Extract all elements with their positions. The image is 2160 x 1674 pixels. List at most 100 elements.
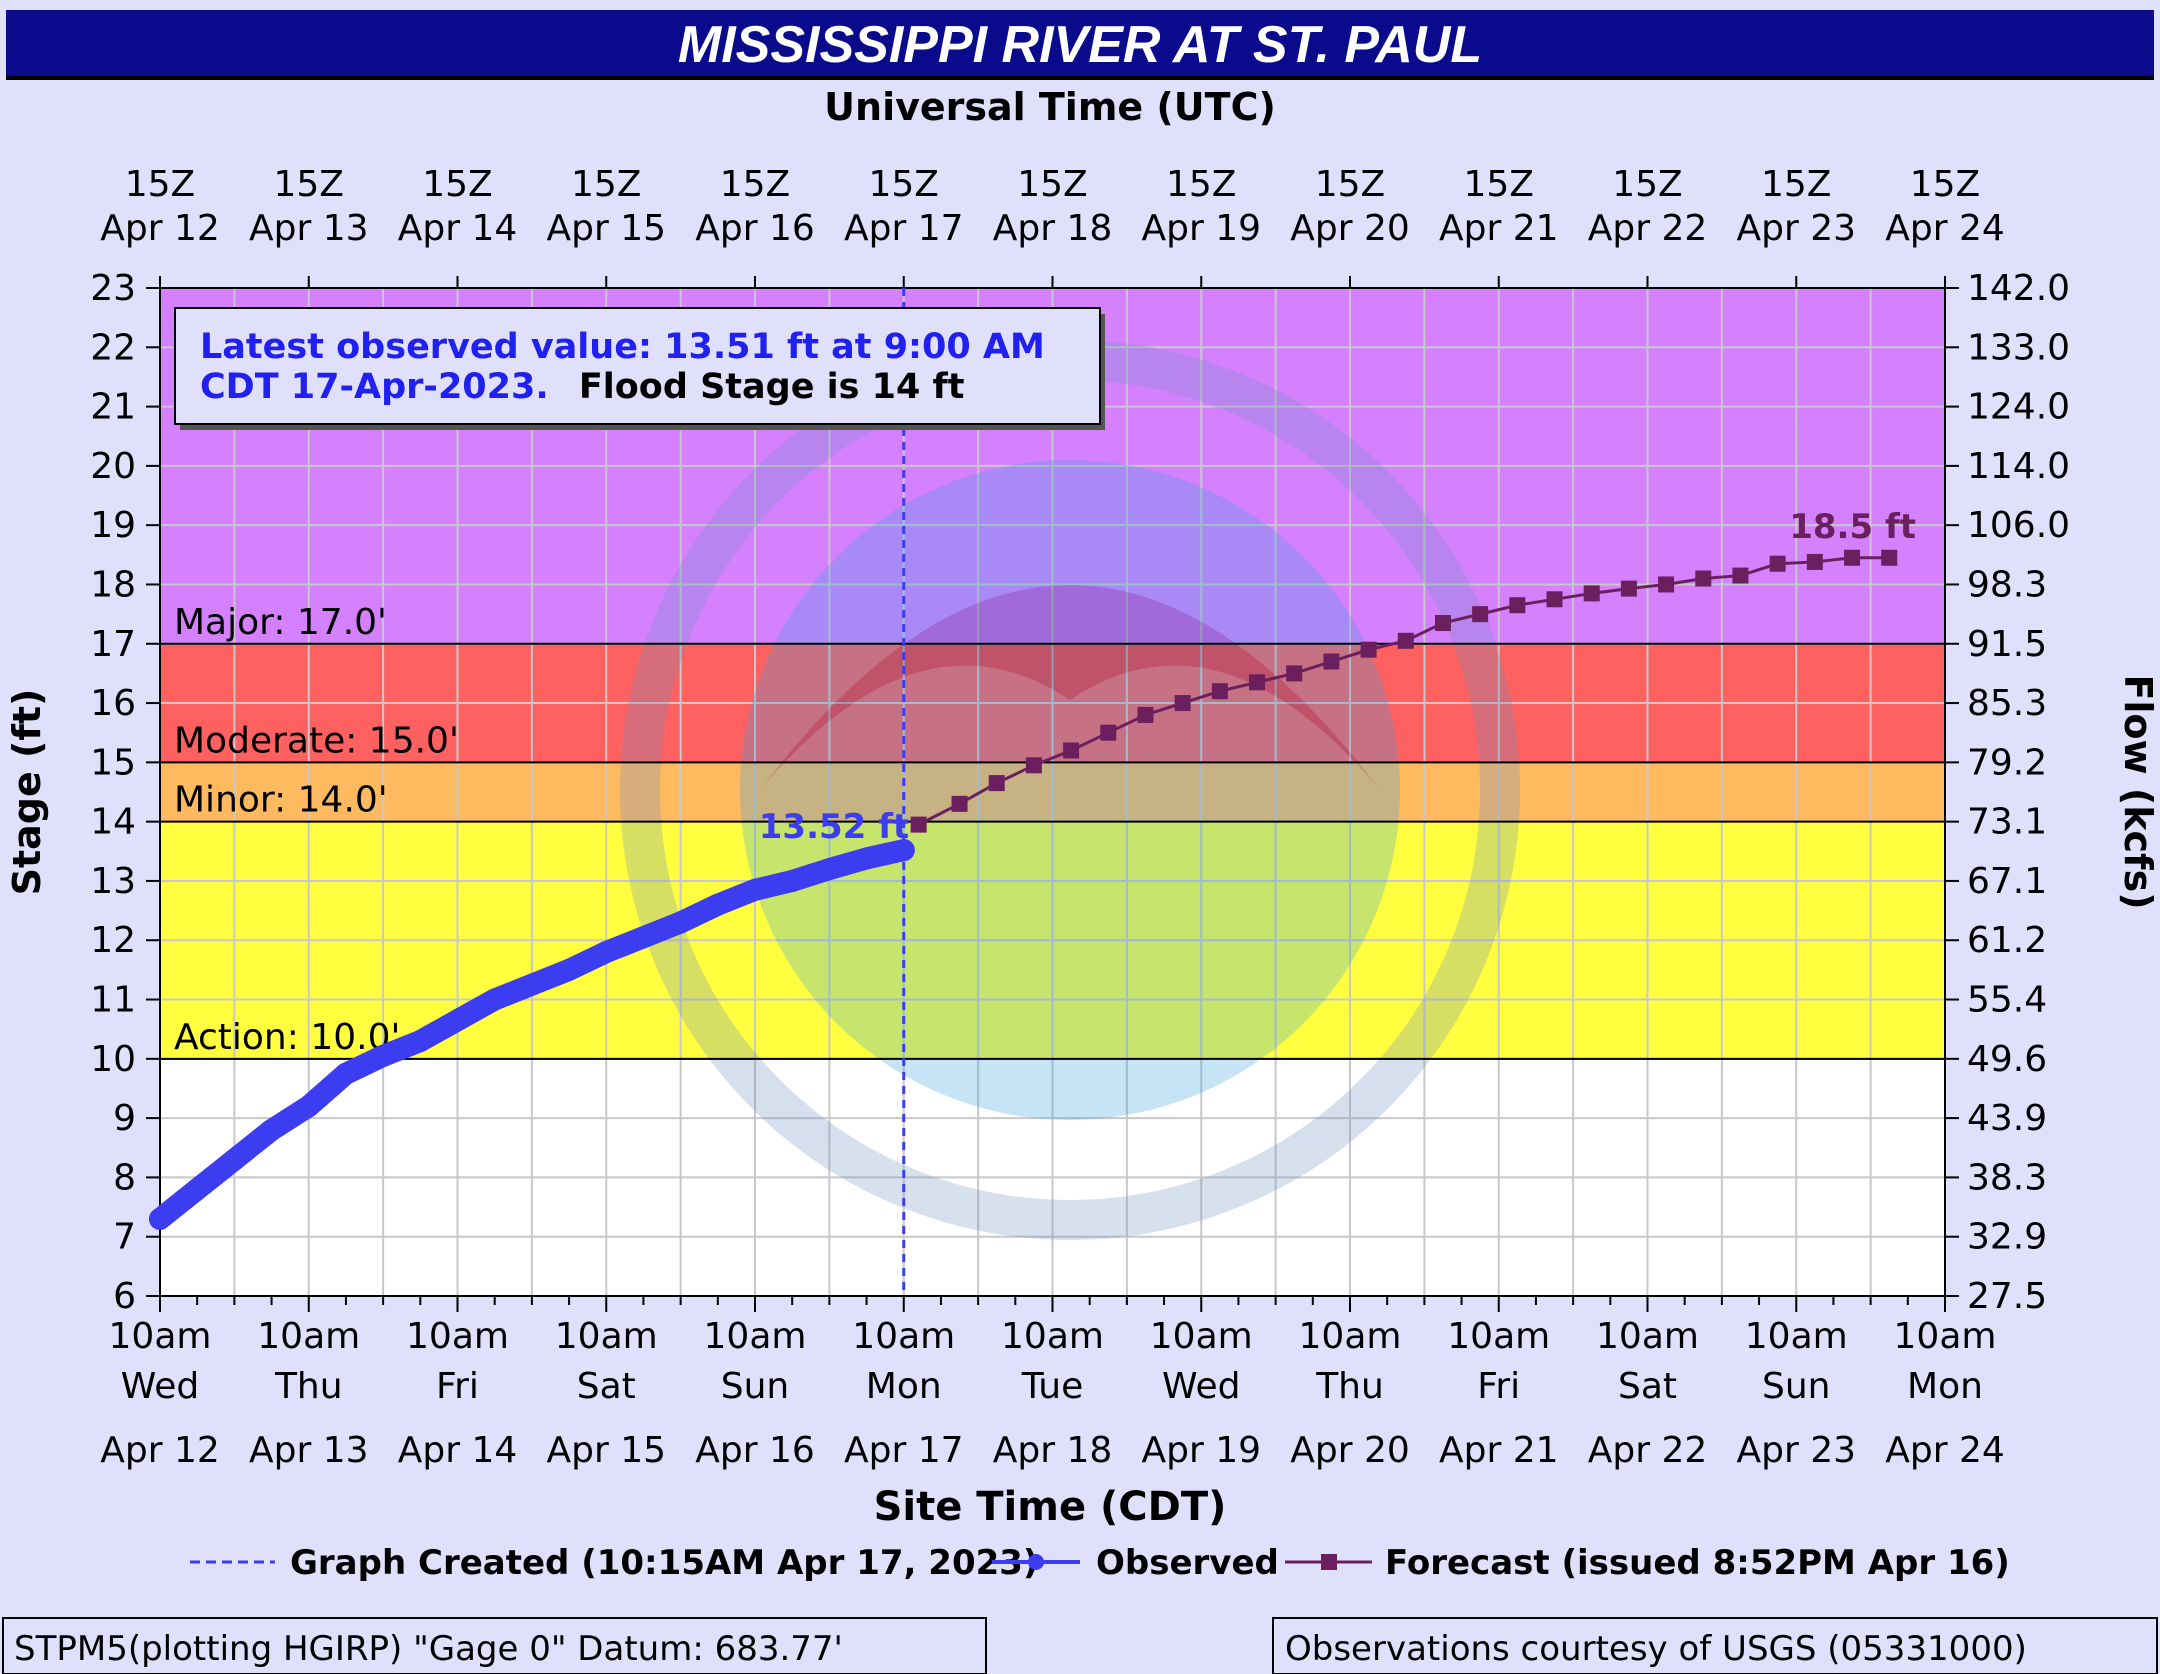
bottom-tick-time: 10am — [257, 1316, 360, 1357]
bottom-tick-day: Mon — [866, 1366, 942, 1407]
top-axis-title: Universal Time (UTC) — [824, 85, 1276, 129]
footer-left-text: STPM5(plotting HGIRP) "Gage 0" Datum: 68… — [14, 1629, 843, 1669]
observed-point — [520, 973, 543, 996]
bottom-tick-time: 10am — [852, 1316, 955, 1357]
y-tick-label: 13 — [90, 861, 136, 902]
forecast-point — [1323, 653, 1340, 670]
top-tick-hour: 15Z — [1017, 164, 1087, 205]
bottom-tick-day: Fri — [436, 1366, 479, 1407]
y-tick-label: 18 — [90, 564, 136, 605]
top-tick-date: Apr 22 — [1588, 208, 1708, 249]
y-tick-label: 23 — [90, 268, 136, 309]
top-tick-hour: 15Z — [571, 164, 641, 205]
forecast-point — [1174, 695, 1191, 712]
y-tick-label: 9 — [113, 1098, 136, 1139]
top-tick-date: Apr 19 — [1141, 208, 1261, 249]
y-tick-label: 19 — [90, 505, 136, 546]
observed-point — [446, 1009, 469, 1032]
bottom-tick-time: 10am — [1001, 1316, 1104, 1357]
forecast-point — [1137, 706, 1154, 723]
y2-tick-label: 142.0 — [1967, 268, 2070, 309]
x-axis-title: Site Time (CDT) — [874, 1484, 1227, 1530]
forecast-point — [1583, 585, 1600, 602]
bottom-tick-date: Apr 13 — [249, 1430, 369, 1471]
forecast-point — [1100, 724, 1117, 741]
bottom-tick-date: Apr 22 — [1588, 1430, 1708, 1471]
bottom-tick-day: Fri — [1477, 1366, 1520, 1407]
top-tick-hour: 15Z — [869, 164, 939, 205]
forecast-point — [988, 775, 1005, 792]
y-tick-label: 22 — [90, 327, 136, 368]
info-box-line2: CDT 17-Apr-2023. — [200, 367, 549, 407]
observed-point — [781, 869, 804, 892]
chart-title: MISSISSIPPI RIVER AT ST. PAUL — [678, 16, 1482, 74]
forecast-point — [1509, 597, 1526, 614]
forecast-point — [1434, 615, 1451, 632]
top-tick-hour: 15Z — [274, 164, 344, 205]
bottom-tick-date: Apr 23 — [1736, 1430, 1856, 1471]
info-box-line1: Latest observed value: 13.51 ft at 9:00 … — [200, 327, 1045, 367]
bottom-tick-date: Apr 15 — [546, 1430, 666, 1471]
observed-point — [632, 926, 655, 949]
bottom-tick-day: Sun — [1762, 1366, 1830, 1407]
y2-tick-label: 49.6 — [1967, 1039, 2047, 1080]
top-tick-date: Apr 13 — [249, 208, 369, 249]
observed-point — [669, 911, 692, 934]
forecast-point — [1732, 567, 1749, 584]
bottom-tick-day: Sun — [721, 1366, 789, 1407]
forecast-point — [910, 816, 927, 833]
y2-tick-label: 79.2 — [1967, 742, 2047, 783]
forecast-point — [1286, 665, 1303, 682]
forecast-point — [1025, 757, 1042, 774]
forecast-point — [1806, 553, 1823, 570]
legend: Graph Created (10:15AM Apr 17, 2023) Obs… — [190, 1543, 2010, 1583]
y2-tick-label: 61.2 — [1967, 920, 2047, 961]
top-tick-hour: 15Z — [720, 164, 790, 205]
forecast-point — [1546, 591, 1563, 608]
y2-tick-label: 91.5 — [1967, 624, 2047, 665]
y2-tick-label: 98.3 — [1967, 564, 2047, 605]
y-tick-label: 20 — [90, 446, 136, 487]
noaa-watermark — [620, 340, 1520, 1240]
observed-point — [855, 847, 878, 870]
bottom-tick-time: 10am — [109, 1316, 212, 1357]
forecast-point — [1769, 555, 1786, 572]
y-tick-label: 7 — [113, 1217, 136, 1258]
observed-value-label: 13.52 ft — [759, 807, 909, 847]
bottom-tick-date: Apr 20 — [1290, 1430, 1410, 1471]
footer-right-text: Observations courtesy of USGS (05331000) — [1285, 1629, 2027, 1669]
forecast-point — [1658, 576, 1675, 593]
y-tick-label: 11 — [90, 980, 136, 1021]
top-tick-date: Apr 24 — [1885, 208, 2005, 249]
top-tick-date: Apr 12 — [100, 208, 220, 249]
y2-tick-label: 133.0 — [1967, 327, 2070, 368]
top-tick-date: Apr 16 — [695, 208, 815, 249]
y-tick-label: 15 — [90, 742, 136, 783]
bottom-tick-date: Apr 17 — [844, 1430, 964, 1471]
forecast-series — [910, 549, 1898, 833]
bottom-tick-day: Mon — [1907, 1366, 1983, 1407]
forecast-crest-label: 18.5 ft — [1789, 507, 1916, 547]
top-tick-date: Apr 17 — [844, 208, 964, 249]
observed-point — [186, 1178, 209, 1201]
threshold-label-action: Action: 10.0' — [174, 1017, 400, 1058]
observed-point — [558, 958, 581, 981]
observed-point — [297, 1095, 320, 1118]
bottom-tick-day: Sat — [577, 1366, 636, 1407]
footer-left-box — [2, 1617, 987, 1674]
y2-axis-title: Flow (kcfs) — [2116, 674, 2160, 909]
bottom-tick-time: 10am — [1150, 1316, 1253, 1357]
bottom-tick-day: Sat — [1618, 1366, 1677, 1407]
bottom-tick-date: Apr 14 — [398, 1430, 518, 1471]
bottom-tick-date: Apr 24 — [1885, 1430, 2005, 1471]
info-box — [174, 307, 1101, 425]
bottom-tick-day: Thu — [274, 1366, 343, 1407]
bottom-tick-time: 10am — [704, 1316, 807, 1357]
top-tick-hour: 15Z — [1910, 164, 1980, 205]
y2-tick-label: 27.5 — [1967, 1276, 2047, 1317]
top-tick-hour: 15Z — [1315, 164, 1385, 205]
observed-point — [149, 1207, 171, 1230]
observed-series — [149, 839, 915, 1230]
forecast-point — [1472, 606, 1489, 623]
